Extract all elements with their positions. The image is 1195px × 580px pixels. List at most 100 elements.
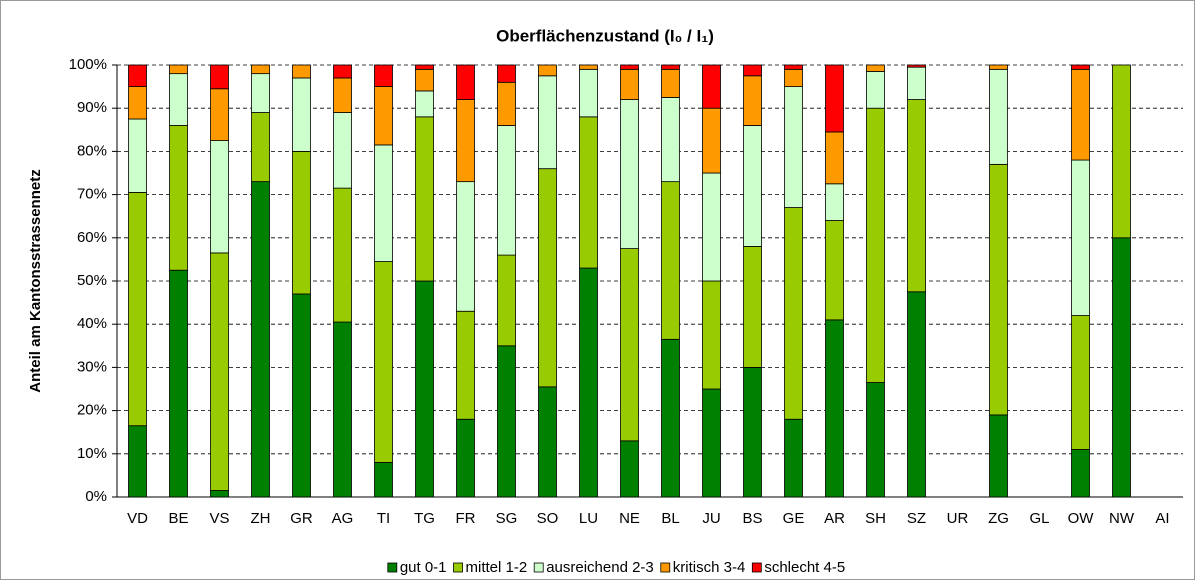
bar-segment xyxy=(538,64,557,77)
x-tick-label: GE xyxy=(783,510,805,527)
bar-segment xyxy=(661,97,680,183)
bar-segment xyxy=(497,345,516,498)
y-tick-label: 50% xyxy=(77,272,107,289)
bar-segment xyxy=(702,280,721,390)
legend-swatch xyxy=(533,562,544,573)
bar-segment xyxy=(128,64,147,88)
bar-segment xyxy=(333,112,352,189)
bar-segment xyxy=(497,125,516,256)
x-tick-label: FR xyxy=(456,510,476,527)
bar-segment xyxy=(374,144,393,262)
legend-swatch xyxy=(387,562,398,573)
x-tick-label: VS xyxy=(209,510,229,527)
y-tick-label: 40% xyxy=(77,315,107,332)
bar-segment xyxy=(292,77,311,152)
bar-segment xyxy=(292,64,311,79)
bar-segment xyxy=(333,321,352,498)
bar-segment xyxy=(128,425,147,498)
y-tick-label: 10% xyxy=(77,445,107,462)
bar-segment xyxy=(866,64,885,72)
x-tick-label: AG xyxy=(332,510,354,527)
x-tick-label: SZ xyxy=(907,510,926,527)
x-tick-label: VD xyxy=(127,510,148,527)
bar-segment xyxy=(620,64,639,70)
bar-segment xyxy=(825,319,844,498)
legend-label: mittel 1-2 xyxy=(466,559,528,576)
bar-segment xyxy=(128,86,147,120)
x-tick-label: AR xyxy=(824,510,845,527)
bar-segment xyxy=(989,414,1008,498)
bar-segment xyxy=(743,64,762,77)
bar-segment xyxy=(497,81,516,126)
x-tick-label: SH xyxy=(865,510,886,527)
bar-segment xyxy=(620,440,639,498)
bar-segment xyxy=(989,64,1008,70)
y-tick-label: 70% xyxy=(77,186,107,203)
bar-segment xyxy=(743,246,762,368)
bar-segment xyxy=(989,68,1008,165)
bar-segment xyxy=(743,75,762,126)
bar-segment xyxy=(456,310,475,420)
bar-segment xyxy=(579,68,598,118)
y-tick-label: 90% xyxy=(77,99,107,116)
bar-segment xyxy=(374,86,393,146)
bar-segment xyxy=(825,64,844,133)
bar-segment xyxy=(210,140,229,254)
bar-segment xyxy=(579,267,598,498)
x-tick-label: BL xyxy=(661,510,679,527)
legend-swatch xyxy=(751,562,762,573)
bar-segment xyxy=(825,131,844,185)
bar-segment xyxy=(743,366,762,498)
bar-segment xyxy=(497,254,516,347)
bar-segment xyxy=(251,181,270,498)
bar-segment xyxy=(866,382,885,498)
bar-segment xyxy=(907,64,926,68)
bar-segment xyxy=(210,490,229,498)
bar-segment xyxy=(702,172,721,282)
legend-label: gut 0-1 xyxy=(400,559,447,576)
bar-segment xyxy=(661,181,680,340)
x-tick-label: SG xyxy=(496,510,518,527)
y-tick-label: 30% xyxy=(77,358,107,375)
bar-segment xyxy=(579,116,598,269)
bar-segment xyxy=(866,107,885,383)
bar-segment xyxy=(1071,159,1090,316)
bar-segment xyxy=(415,116,434,282)
bar-segment xyxy=(1071,68,1090,161)
bar-segment xyxy=(251,112,270,183)
x-tick-label: GL xyxy=(1029,510,1049,527)
y-tick-label: 100% xyxy=(69,56,107,73)
bar-segment xyxy=(210,88,229,142)
bar-segment xyxy=(907,291,926,498)
bar-segment xyxy=(456,418,475,498)
bar-segment xyxy=(210,252,229,491)
bar-segment xyxy=(989,163,1008,416)
y-axis-label: Anteil am Kantonsstrassennetz xyxy=(27,169,44,392)
bar-segment xyxy=(251,64,270,75)
bar-segment xyxy=(825,183,844,221)
y-tick-label: 80% xyxy=(77,142,107,159)
x-tick-label: NW xyxy=(1109,510,1135,527)
legend-label: schlecht 4-5 xyxy=(764,559,845,576)
bar-segment xyxy=(620,99,639,249)
bar-segment xyxy=(128,192,147,427)
bar-segment xyxy=(784,207,803,420)
bar-segment xyxy=(702,388,721,498)
bar-segment xyxy=(1071,449,1090,498)
legend-swatch xyxy=(453,562,463,573)
legend-label: kritisch 3-4 xyxy=(673,559,746,576)
bar-segment xyxy=(292,293,311,498)
x-tick-label: BS xyxy=(742,510,762,527)
bar-segment xyxy=(169,125,188,271)
bar-segment xyxy=(292,150,311,295)
x-tick-label: OW xyxy=(1068,510,1095,527)
y-tick-label: 20% xyxy=(77,402,107,419)
bar-segment xyxy=(169,64,188,75)
x-tick-label: JU xyxy=(702,510,720,527)
bar-segment xyxy=(456,181,475,312)
x-tick-label: BE xyxy=(168,510,188,527)
bar-segment xyxy=(784,68,803,88)
bar-segment xyxy=(743,125,762,247)
bar-segment xyxy=(907,66,926,100)
x-tick-label: NE xyxy=(619,510,640,527)
